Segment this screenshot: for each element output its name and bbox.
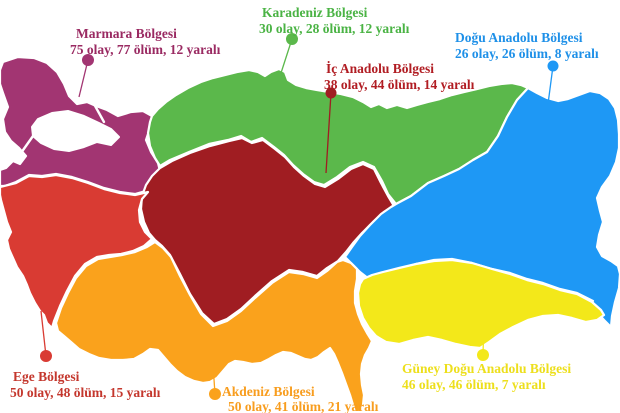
akdeniz-marker-dot (209, 388, 221, 400)
bosphorus-strait-line (92, 102, 106, 124)
ege-leader-line (40, 310, 47, 357)
ic-anadolu-leader (325, 87, 337, 174)
ic-anadolu-marker-dot (325, 87, 337, 99)
region-akdeniz (54, 240, 374, 413)
marmara-label-title: Marmara Bölgesi (76, 26, 177, 41)
ege-marker-dot (40, 350, 52, 362)
marmara-label-stats: 75 olay, 77 ölüm, 12 yaralı (70, 42, 221, 57)
guney-dogu-anadolu-marker-dot (477, 349, 489, 361)
karadeniz-leader (280, 33, 298, 74)
karadeniz-label-title: Karadeniz Bölgesi (262, 5, 368, 20)
guney-dogu-anadolu-label-stats: 46 olay, 46 ölüm, 7 yaralı (402, 377, 546, 392)
dogu-anadolu-leader (547, 60, 559, 105)
ic-anadolu-label-stats: 38 olay, 44 ölüm, 14 yaralı (324, 77, 475, 92)
marmara-marker-dot (82, 54, 94, 66)
dogu-anadolu-label-stats: 26 olay, 26 ölüm, 8 yaralı (455, 46, 599, 61)
guney-dogu-anadolu-leader (477, 316, 489, 361)
region-ege (0, 173, 154, 330)
ic-anadolu-label-title: İç Anadolu Bölgesi (326, 61, 434, 76)
marmara-leader-line (78, 59, 89, 98)
akdeniz-label-title: Akdeniz Bölgesi (222, 384, 315, 399)
akdeniz-leader (209, 349, 221, 400)
region-guney-dogu-anadolu (356, 258, 606, 350)
akdeniz-label-stats: 50 olay, 41 ölüm, 21 yaralı (228, 399, 379, 413)
ege-label-stats: 50 olay, 48 ölüm, 15 yaralı (10, 385, 161, 400)
guney-dogu-anadolu-leader-line (482, 316, 485, 356)
dogu-anadolu-marker-dot (547, 60, 559, 72)
marmara-sea (31, 110, 120, 152)
karadeniz-marker-dot (286, 33, 298, 45)
dogu-anadolu-leader-line (547, 65, 554, 105)
akdeniz-leader-line (211, 349, 216, 395)
ic-anadolu-leader-line (325, 92, 332, 174)
karadeniz-label-stats: 30 olay, 28 ölüm, 12 yaralı (259, 21, 410, 36)
marmara-leader (78, 54, 94, 98)
ege-label-title: Ege Bölgesi (13, 369, 80, 384)
dardanelles-strait-line (19, 134, 35, 155)
dogu-anadolu-label-title: Doğu Anadolu Bölgesi (455, 30, 583, 45)
guney-dogu-anadolu-label-title: Güney Doğu Anadolu Bölgesi (402, 361, 571, 376)
ege-leader (40, 310, 52, 362)
